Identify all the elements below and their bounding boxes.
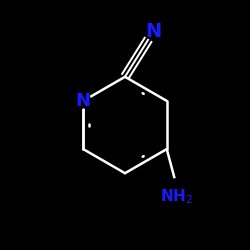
Text: N: N bbox=[146, 22, 162, 40]
Circle shape bbox=[146, 24, 161, 38]
Circle shape bbox=[76, 94, 91, 108]
Text: NH$_2$: NH$_2$ bbox=[160, 187, 194, 206]
Circle shape bbox=[166, 179, 188, 201]
Text: N: N bbox=[76, 92, 91, 110]
